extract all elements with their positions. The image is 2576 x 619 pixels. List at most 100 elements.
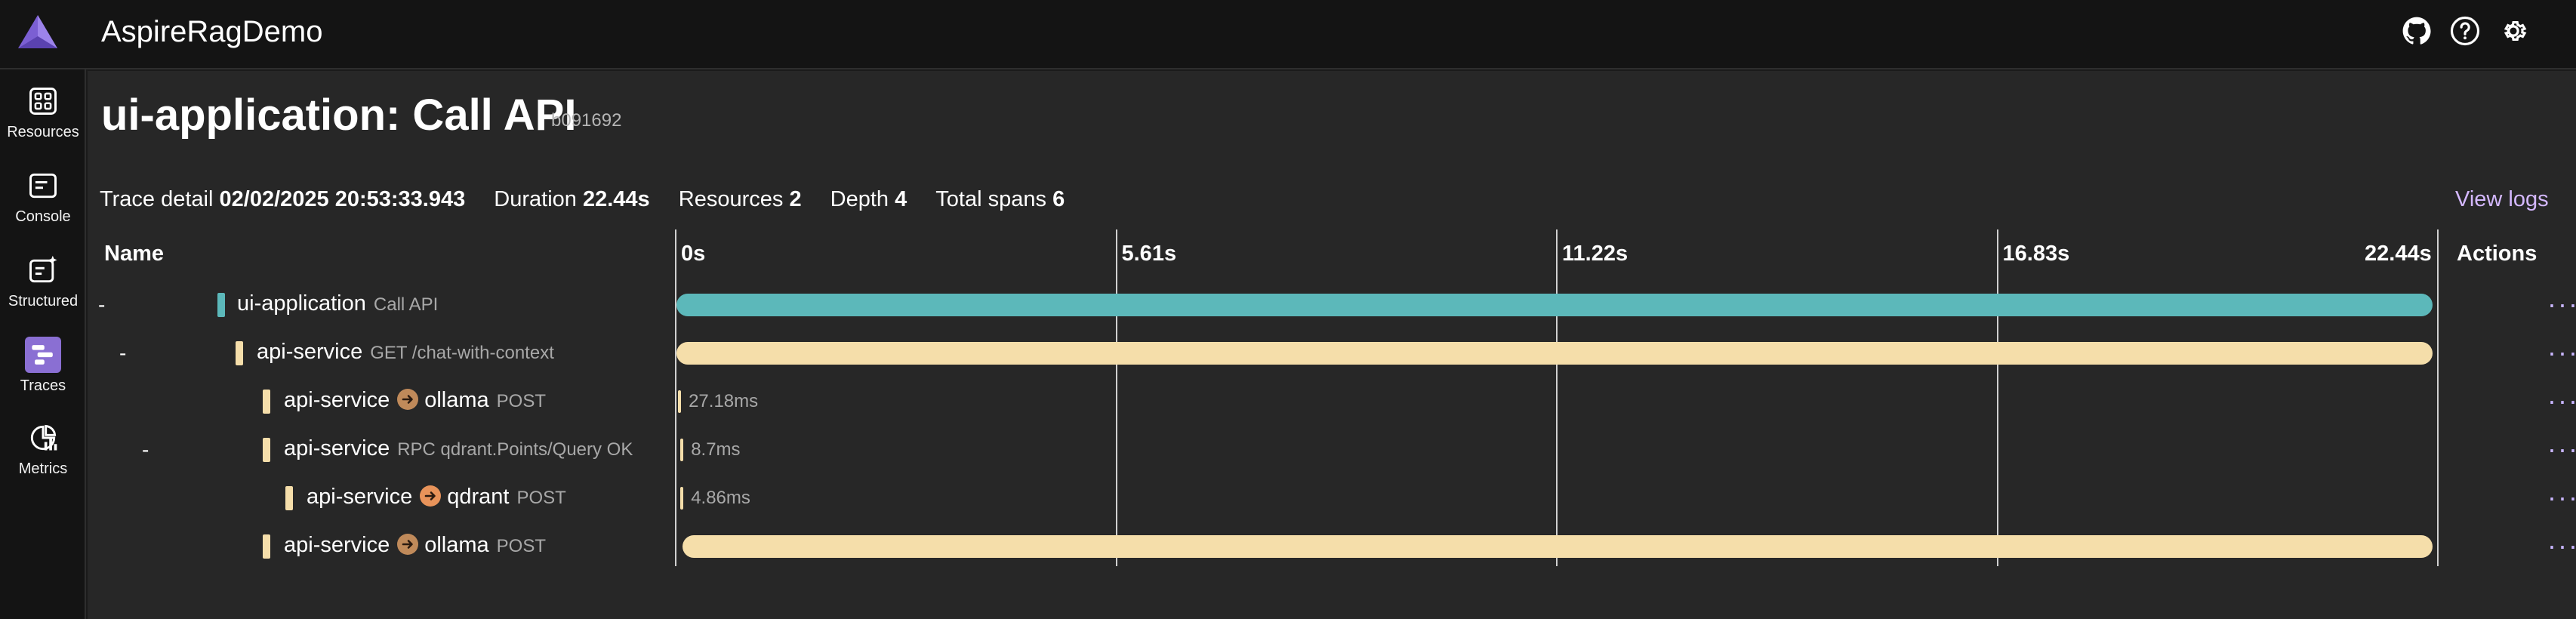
- help-icon[interactable]: [2448, 14, 2482, 48]
- collapse-toggle[interactable]: -: [142, 438, 149, 461]
- resources-value: 2: [789, 187, 802, 211]
- timeline-tick-label: 16.83s: [2002, 242, 2070, 266]
- duration: Duration 22.44s: [494, 186, 649, 213]
- timeline-tick-label: 22.44s: [2365, 242, 2432, 266]
- timeline-tick-label: 0s: [681, 242, 706, 266]
- app-title[interactable]: AspireRagDemo: [101, 15, 323, 48]
- depth: Depth 4: [830, 186, 907, 213]
- total-spans-value: 6: [1052, 187, 1065, 211]
- sidebar-item-metrics[interactable]: Metrics: [0, 420, 86, 492]
- timeline-gridline: [1996, 229, 1998, 566]
- sidebar-item-label: Console: [15, 208, 71, 225]
- span-row[interactable]: api-service ollama POST 27.18ms ···: [88, 377, 2576, 426]
- span-name[interactable]: api-service ollama POST: [284, 388, 546, 413]
- span-name[interactable]: ui-application Call API: [237, 291, 438, 316]
- service-name: api-service: [284, 533, 390, 557]
- page-title: ui-application: Call API: [101, 91, 577, 140]
- resource-color-marker: [217, 293, 225, 317]
- span-name[interactable]: api-service qdrant POST: [307, 485, 566, 510]
- structured-icon: [25, 252, 61, 288]
- outgoing-call-icon: [397, 389, 419, 410]
- span-duration-label: 4.86ms: [691, 488, 750, 508]
- span-actions-button[interactable]: ···: [2547, 433, 2576, 464]
- span-name[interactable]: api-service ollama POST: [284, 533, 546, 558]
- main-content: ui-application: Call API b091692 Trace d…: [88, 71, 2576, 619]
- aspire-logo-icon[interactable]: [17, 14, 59, 50]
- resource-color-marker: [263, 438, 270, 462]
- span-duration-bar[interactable]: [678, 390, 682, 413]
- span-actions-button[interactable]: ···: [2547, 337, 2576, 368]
- span-actions-button[interactable]: ···: [2547, 482, 2576, 513]
- github-icon[interactable]: [2399, 14, 2434, 48]
- sidebar-item-label: Structured: [8, 293, 79, 310]
- span-actions-button[interactable]: ···: [2547, 288, 2576, 319]
- sidebar-nav: Resources Console Structured Traces Metr…: [0, 69, 86, 619]
- duration-label: Duration: [494, 187, 577, 211]
- trace-id: b091692: [551, 110, 622, 131]
- depth-value: 4: [895, 187, 907, 211]
- resource-color-marker: [263, 534, 270, 559]
- service-name: ui-application: [237, 291, 366, 316]
- span-description: POST: [496, 536, 546, 556]
- sidebar-item-traces[interactable]: Traces: [0, 337, 86, 409]
- total-spans-label: Total spans: [935, 187, 1046, 211]
- metrics-icon: [25, 420, 61, 456]
- trace-detail-label: Trace detail: [100, 187, 214, 211]
- sidebar-item-label: Metrics: [18, 460, 68, 477]
- span-row[interactable]: - ui-application Call API ···: [88, 281, 2576, 329]
- trace-detail: Trace detail 02/02/2025 20:53:33.943: [100, 186, 465, 213]
- span-name[interactable]: api-service GET /chat-with-context: [257, 340, 554, 365]
- view-logs-link[interactable]: View logs: [2455, 187, 2549, 211]
- span-duration-bar[interactable]: [676, 342, 2433, 365]
- span-row[interactable]: api-service qdrant POST 4.86ms ···: [88, 474, 2576, 522]
- span-actions-button[interactable]: ···: [2547, 530, 2576, 561]
- trace-detail-value: 02/02/2025 20:53:33.943: [219, 187, 466, 211]
- console-icon: [25, 168, 61, 204]
- resources-label: Resources: [678, 187, 784, 211]
- settings-icon[interactable]: [2496, 14, 2531, 48]
- service-name: api-service: [307, 485, 413, 509]
- resources-count: Resources 2: [679, 186, 802, 213]
- span-duration-bar[interactable]: [683, 535, 2433, 558]
- sidebar-item-console[interactable]: Console: [0, 168, 86, 240]
- trace-grid: Name Actions 0s 5.61s 11.22s 16.83s 22.44s -…: [88, 229, 2576, 566]
- span-row[interactable]: - api-service GET /chat-with-context ···: [88, 329, 2576, 377]
- span-actions-button[interactable]: ···: [2547, 385, 2576, 416]
- resource-color-marker: [236, 341, 243, 365]
- span-description: POST: [496, 391, 546, 411]
- span-duration-bar[interactable]: [680, 439, 684, 461]
- span-description: POST: [516, 488, 566, 508]
- depth-label: Depth: [830, 187, 889, 211]
- span-description: GET /chat-with-context: [370, 343, 554, 363]
- timeline-gridline: [1115, 229, 1117, 566]
- sidebar-item-label: Resources: [7, 124, 79, 140]
- service-name: api-service: [257, 340, 363, 364]
- timeline-gridline: [675, 229, 676, 566]
- total-spans: Total spans 6: [935, 186, 1065, 213]
- name-column-header[interactable]: Name: [104, 242, 164, 266]
- duration-value: 22.44s: [582, 187, 650, 211]
- peer-service-name: ollama: [424, 388, 489, 412]
- span-row[interactable]: api-service ollama POST ···: [88, 522, 2576, 571]
- timeline-tick-label: 11.22s: [1562, 242, 1628, 266]
- span-duration-label: 27.18ms: [689, 391, 759, 411]
- service-name: api-service: [284, 436, 390, 460]
- span-row[interactable]: - api-service RPC qdrant.Points/Query OK 8.…: [88, 426, 2576, 474]
- actions-column-header: Actions: [2457, 242, 2537, 266]
- timeline-gridline: [1556, 229, 1558, 566]
- top-header: AspireRagDemo: [0, 0, 2576, 69]
- trace-summary: Trace detail 02/02/2025 20:53:33.943 Dur…: [100, 186, 1087, 213]
- collapse-toggle[interactable]: -: [98, 293, 106, 316]
- actions-divider: [2437, 229, 2439, 566]
- span-name[interactable]: api-service RPC qdrant.Points/Query OK: [284, 436, 633, 461]
- span-duration-bar[interactable]: [680, 487, 684, 510]
- span-duration-bar[interactable]: [676, 294, 2433, 316]
- outgoing-call-icon: [397, 534, 419, 555]
- span-duration-label: 8.7ms: [691, 439, 741, 460]
- peer-service-name: ollama: [424, 533, 489, 557]
- span-description: RPC qdrant.Points/Query OK: [397, 439, 633, 460]
- collapse-toggle[interactable]: -: [119, 341, 127, 365]
- resource-color-marker: [285, 486, 293, 510]
- sidebar-item-resources[interactable]: Resources: [0, 83, 86, 156]
- sidebar-item-structured[interactable]: Structured: [0, 252, 86, 325]
